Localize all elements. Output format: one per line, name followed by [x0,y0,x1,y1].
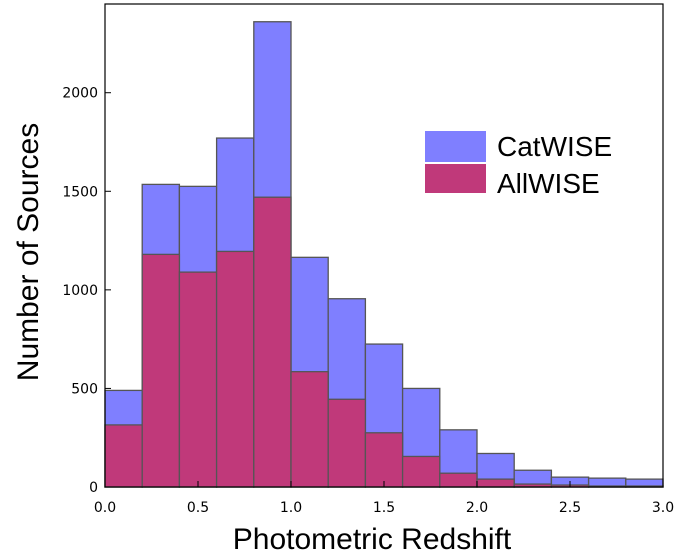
x-tick-label: 0.0 [94,500,116,516]
allwise-bars [104,196,664,488]
legend-label-catwise: CatWISE [497,131,612,162]
bar-allwise-10 [476,478,515,488]
bar-allwise-7 [364,432,404,488]
x-tick-label: 3.0 [652,500,674,516]
bar-allwise-3 [215,250,255,488]
y-tick-label: 500 [71,381,98,397]
bar-allwise-6 [327,398,367,488]
x-tick-label: 1.5 [373,500,395,516]
x-axis-label: Photometric Redshift [233,523,512,555]
y-tick-label: 2000 [62,86,98,102]
y-axis: 0 500 1000 1500 2000 [62,86,111,496]
bar-allwise-5 [290,371,329,488]
x-axis: 0.0 0.5 1.0 1.5 2.0 2.5 3.0 [94,481,674,516]
x-tick-label: 2.0 [466,500,488,516]
y-tick-label: 1000 [62,283,98,299]
bar-allwise-8 [401,455,441,488]
bar-allwise-2 [178,271,218,488]
y-tick-label: 1500 [62,184,98,200]
x-tick-label: 0.5 [187,500,209,516]
y-tick-label: 0 [89,480,98,496]
legend: CatWISE AllWISE [425,131,612,199]
bar-allwise-4 [253,196,292,488]
legend-swatch-catwise [425,131,486,162]
bar-allwise-9 [439,472,478,488]
legend-label-allwise: AllWISE [497,168,600,199]
bar-allwise-0 [104,424,143,488]
x-tick-label: 1.0 [280,500,302,516]
legend-swatch-allwise [425,164,486,193]
bar-allwise-1 [141,253,181,488]
x-tick-label: 2.5 [559,500,581,516]
y-axis-label: Number of Sources [12,123,45,381]
